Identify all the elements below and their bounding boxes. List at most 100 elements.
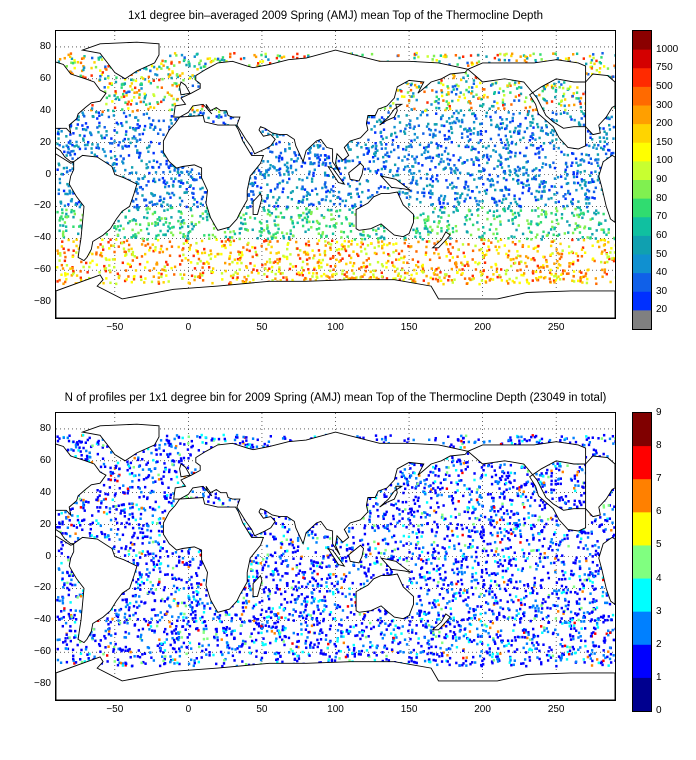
data-bin xyxy=(245,266,249,269)
data-bin xyxy=(145,67,148,71)
data-bin xyxy=(172,97,175,101)
data-bin xyxy=(353,205,356,208)
data-bin xyxy=(427,230,430,233)
data-bin xyxy=(434,166,437,169)
data-bin xyxy=(249,216,252,219)
data-bin xyxy=(560,255,563,259)
data-bin xyxy=(201,203,204,207)
data-bin xyxy=(262,229,266,232)
data-bin xyxy=(393,270,397,273)
data-bin xyxy=(113,250,116,254)
data-bin xyxy=(307,240,310,243)
data-bin xyxy=(515,202,519,206)
data-bin xyxy=(137,151,141,155)
data-bin xyxy=(457,111,460,115)
data-bin xyxy=(504,158,508,161)
data-bin xyxy=(251,255,254,259)
data-bin xyxy=(136,149,139,152)
data-bin xyxy=(583,179,586,182)
data-bin xyxy=(77,118,80,122)
data-bin xyxy=(580,180,584,183)
data-bin xyxy=(422,279,425,282)
data-bin xyxy=(171,103,174,107)
data-bin xyxy=(476,157,479,160)
data-bin xyxy=(79,218,82,222)
data-bin xyxy=(260,53,263,57)
data-bin xyxy=(607,255,611,258)
data-bin xyxy=(526,280,529,284)
data-bin xyxy=(325,156,329,160)
data-bin xyxy=(505,117,508,121)
data-bin xyxy=(121,124,124,128)
data-bin xyxy=(562,277,565,281)
data-bin xyxy=(414,229,418,233)
data-bin xyxy=(456,255,459,259)
data-bin xyxy=(307,55,310,58)
data-bin xyxy=(496,275,499,279)
data-bin xyxy=(426,101,429,104)
data-bin xyxy=(469,54,473,57)
data-bin xyxy=(501,98,505,102)
data-bin xyxy=(411,155,414,158)
data-bin xyxy=(468,277,471,280)
data-bin xyxy=(506,157,510,161)
data-bin xyxy=(271,165,275,168)
data-bin xyxy=(103,86,106,89)
data-bin xyxy=(442,55,445,58)
data-bin xyxy=(464,145,467,149)
data-bin xyxy=(542,266,545,269)
data-bin xyxy=(91,56,94,60)
data-bin xyxy=(482,154,486,157)
data-bin xyxy=(443,194,447,198)
data-bin xyxy=(269,164,272,167)
data-bin xyxy=(435,90,438,94)
data-bin xyxy=(415,250,418,253)
data-bin xyxy=(550,196,553,200)
data-bin xyxy=(140,82,143,85)
data-bin xyxy=(534,270,538,274)
data-bin xyxy=(75,127,78,130)
data-bin xyxy=(561,86,565,90)
data-bin xyxy=(376,191,379,194)
data-bin xyxy=(435,106,438,110)
data-bin xyxy=(175,73,179,76)
data-bin xyxy=(515,59,518,62)
data-bin xyxy=(316,153,319,157)
data-bin xyxy=(340,247,344,251)
data-bin xyxy=(499,160,502,164)
data-bin xyxy=(424,148,427,152)
data-bin xyxy=(88,131,92,134)
data-bin xyxy=(477,141,480,145)
data-bin xyxy=(390,134,393,137)
data-bin xyxy=(64,280,67,284)
data-bin xyxy=(459,109,463,112)
data-bin xyxy=(304,230,307,234)
data-bin xyxy=(105,133,108,137)
data-bin xyxy=(402,168,406,171)
data-bin xyxy=(158,216,161,219)
data-bin xyxy=(130,99,134,102)
data-bin xyxy=(145,166,148,170)
data-bin xyxy=(559,242,562,246)
data-bin xyxy=(486,95,489,99)
data-bin xyxy=(535,278,539,282)
data-bin xyxy=(555,209,559,213)
data-bin xyxy=(152,159,156,162)
data-bin xyxy=(114,92,118,95)
data-bin xyxy=(263,175,267,179)
data-bin xyxy=(570,152,574,155)
data-bin xyxy=(301,224,305,228)
data-bin xyxy=(143,95,147,99)
data-bin xyxy=(295,240,298,244)
data-bin xyxy=(542,189,546,193)
data-bin xyxy=(583,169,586,173)
data-bin xyxy=(66,272,69,276)
data-bin xyxy=(176,75,180,79)
data-bin xyxy=(567,272,570,275)
data-bin xyxy=(593,62,596,66)
data-bin xyxy=(513,281,516,284)
data-bin xyxy=(140,255,144,258)
data-bin xyxy=(516,250,519,253)
data-bin xyxy=(531,137,534,140)
data-bin xyxy=(422,212,425,216)
